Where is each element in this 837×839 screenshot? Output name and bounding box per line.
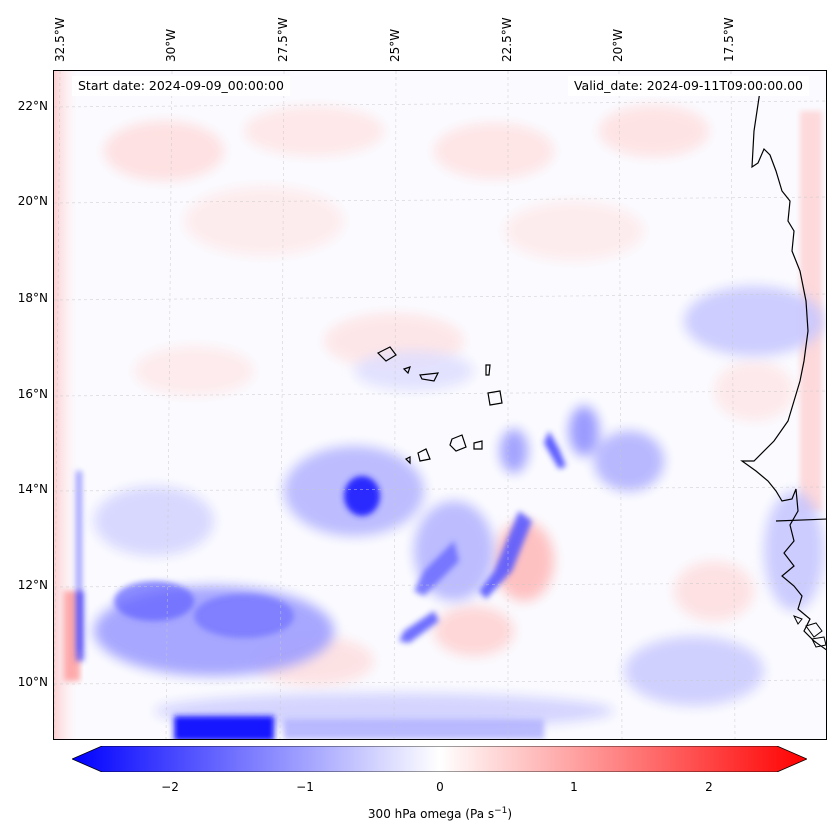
gambia-coast [775, 518, 826, 522]
start-date-label: Start date: 2024-09-09_00:00:00 [72, 76, 290, 96]
lat-label-12n: 12°N [17, 578, 48, 592]
lat-label-20n: 20°N [17, 194, 48, 208]
lon-label-20w: 20°W [611, 28, 625, 62]
colorbar [72, 746, 807, 772]
lon-label-30w: 30°W [164, 28, 178, 62]
lon-label-27-5w: 27.5°W [276, 17, 290, 62]
colorbar-label: 300 hPa omega (Pa s−1) [0, 806, 837, 821]
colorbar-tick-2: 2 [705, 780, 713, 794]
lon-label-22-5w: 22.5°W [500, 17, 514, 62]
bissagos-islands [792, 615, 826, 648]
valid-date-label: Valid_date: 2024-09-11T09:00:00.00 [567, 76, 809, 96]
omega-map[interactable] [53, 70, 827, 740]
lat-label-16n: 16°N [17, 387, 48, 401]
lat-label-22n: 22°N [17, 99, 48, 113]
lon-label-17-5w: 17.5°W [722, 17, 736, 62]
africa-coastline [740, 90, 826, 651]
omega-strong-ascent [76, 431, 566, 739]
lon-label-32-5w: 32.5°W [53, 17, 67, 62]
cape-verde-islands [376, 346, 503, 465]
colorbar-tick-0: 0 [436, 780, 444, 794]
colorbar-label-text: 300 hPa omega (Pa s [367, 807, 495, 821]
graticule [54, 71, 826, 739]
map-field-svg [54, 71, 826, 739]
colorbar-label-exponent: −1 [494, 806, 508, 816]
lat-label-14n: 14°N [17, 482, 48, 496]
colorbar-tick-minus2: −2 [161, 780, 179, 794]
colorbar-tick-1: 1 [570, 780, 578, 794]
lat-label-18n: 18°N [17, 291, 48, 305]
colorbar-tick-minus1: −1 [296, 780, 314, 794]
lat-label-10n: 10°N [17, 675, 48, 689]
lon-label-25w: 25°W [388, 28, 402, 62]
colorbar-label-close: ) [507, 807, 513, 821]
